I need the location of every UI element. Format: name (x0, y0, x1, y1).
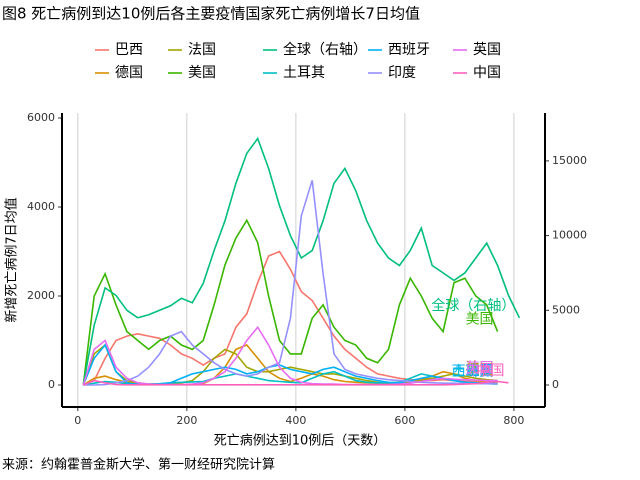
legend-label: 德国 (115, 65, 143, 81)
end-label: 土耳其 (452, 364, 494, 380)
legend-label: 土耳其 (283, 65, 325, 81)
legend-label: 英国 (473, 41, 501, 58)
legend-label: 美国 (188, 65, 216, 81)
end-label: 西班牙 (452, 364, 494, 380)
y-tick-label: 4000 (27, 200, 55, 213)
legend-label: 法国 (188, 42, 216, 58)
x-tick-label: 800 (503, 414, 524, 427)
end-label: 全球（右轴） (431, 297, 515, 314)
y-tick-label: 2000 (27, 289, 55, 302)
chart-title: 图8 死亡病例到达10例后各主要疫情国家死亡病例增长7日均值 (2, 5, 420, 23)
y-tick-label: 6000 (27, 111, 55, 124)
y-tick-label: 0 (48, 378, 55, 391)
legend-label: 巴西 (115, 42, 143, 58)
legend-label: 全球（右轴） (283, 41, 367, 58)
x-tick-label: 600 (394, 414, 415, 427)
legend-label: 中国 (473, 65, 501, 81)
y-axis-label: 新增死亡病例7日均值 (4, 197, 20, 322)
end-label: 中国 (476, 363, 504, 379)
y2-tick-label: 0 (552, 378, 559, 391)
end-label: 英国 (466, 360, 494, 377)
legend-label: 西班牙 (388, 42, 430, 58)
end-label: 德国 (466, 362, 494, 378)
x-tick-label: 0 (74, 414, 81, 427)
end-label: 美国 (466, 312, 494, 328)
x-tick-label: 400 (285, 414, 306, 427)
end-label: 巴西 (466, 363, 494, 379)
series-line (83, 379, 509, 386)
series-line (82, 218, 499, 386)
legend-label: 印度 (388, 65, 416, 81)
x-tick-label: 200 (176, 414, 197, 427)
x-axis-label: 死亡病例达到10例后（天数） (214, 434, 387, 449)
source: 来源：约翰霍普金斯大学、第一财经研究院计算 (2, 457, 275, 473)
end-label: 印度 (466, 364, 494, 380)
end-label: 法国 (466, 361, 494, 377)
y2-tick-label: 10000 (552, 229, 587, 242)
series-line (82, 136, 521, 386)
y2-tick-label: 15000 (552, 154, 587, 167)
series-line (83, 180, 498, 386)
y2-tick-label: 5000 (552, 303, 580, 316)
